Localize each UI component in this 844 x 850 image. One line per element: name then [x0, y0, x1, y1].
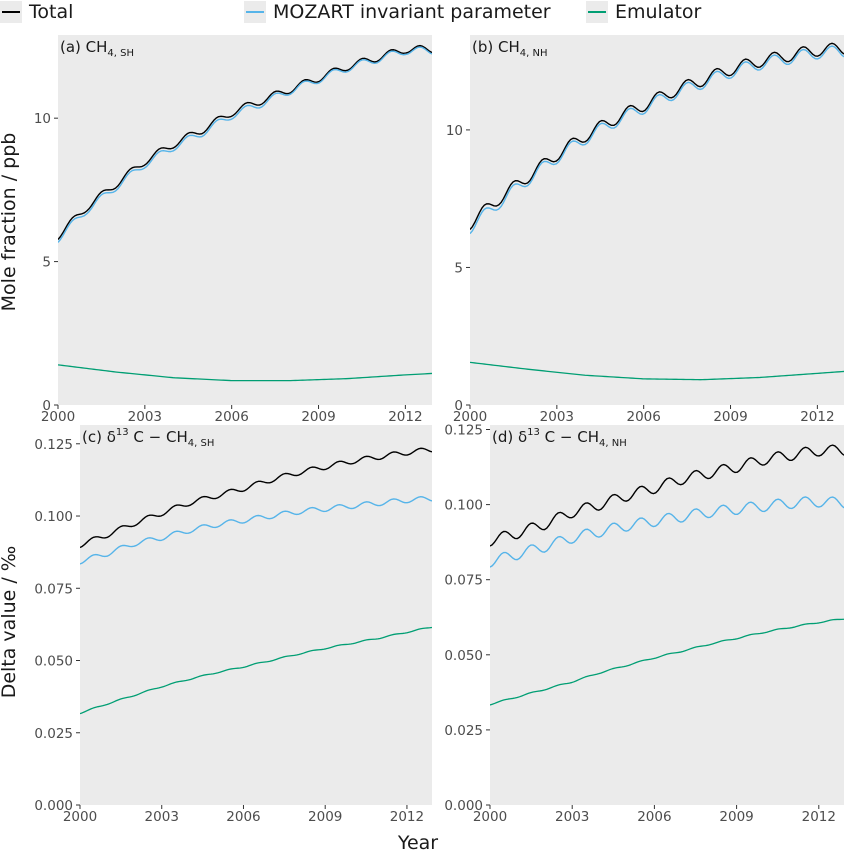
x-tick-label: 2003	[555, 809, 589, 825]
legend-label: MOZART invariant parameter	[273, 1, 551, 23]
series-line-mozart-invariant-parameter	[490, 496, 844, 568]
y-tick-label: 5	[42, 255, 51, 271]
y-tick-label: 5	[454, 260, 463, 276]
series-line-total	[58, 44, 432, 240]
series-line-emulator	[80, 626, 432, 715]
x-tick-label: 2009	[301, 409, 335, 425]
series-line-emulator	[490, 618, 844, 706]
y-tick-label: 0.100	[444, 498, 483, 514]
panel-a: 0 5 10 2000 2003 2006 2009 2012 (a) CH4, SH	[34, 35, 432, 425]
panel-title: (c) δ13 C − CH4, SH	[82, 427, 214, 449]
x-tick-label: 2003	[540, 409, 574, 425]
panel-b: 0 5 10 2000 2003 2006 2009 2012 (b) CH4, NH	[446, 35, 844, 425]
series-line-mozart-invariant-parameter	[470, 45, 844, 235]
y-tick-label: 0.025	[444, 723, 483, 739]
series-line-mozart-invariant-parameter	[80, 496, 432, 565]
x-tick-label: 2000	[41, 409, 75, 425]
panel-background	[470, 35, 844, 405]
y-tick-label: 0	[454, 398, 463, 414]
y-axis-title-mole-fraction: Mole fraction / ppb	[0, 133, 20, 312]
legend-label: Total	[29, 1, 74, 23]
x-tick-label: 2006	[627, 409, 661, 425]
y-tick-label: 10	[446, 123, 463, 139]
x-tick-label: 2000	[63, 809, 97, 825]
x-tick-label: 2012	[802, 809, 836, 825]
y-tick-label: 0.125	[34, 437, 73, 453]
series-group	[80, 447, 432, 715]
x-tick-label: 2000	[453, 409, 487, 425]
y-tick-label: 0	[42, 398, 51, 414]
x-tick-label: 2009	[308, 809, 342, 825]
series-line-total	[490, 444, 844, 547]
panel-title: (d) δ13 C − CH4, NH	[492, 427, 627, 449]
series-group	[58, 44, 432, 382]
series-group	[470, 42, 844, 381]
legend-item-emulator: Emulator	[586, 0, 701, 24]
y-tick-label: 0.025	[34, 726, 73, 742]
y-tick-label: 0.050	[444, 648, 483, 664]
x-tick-label: 2006	[637, 809, 671, 825]
y-tick-label: 0.000	[444, 798, 483, 814]
legend-item-mozart: MOZART invariant parameter	[244, 0, 551, 24]
panel-c: 0.000 0.025 0.050 0.075 0.100 0.125 2000 2003 20…	[34, 425, 432, 825]
y-tick-label: 0.050	[34, 654, 73, 670]
panel-title: (a) CH4, SH	[60, 38, 134, 59]
x-tick-label: 2006	[226, 809, 260, 825]
legend-item-total: Total	[0, 0, 73, 24]
series-line-total	[80, 447, 432, 549]
series-line-total	[470, 42, 844, 230]
panel-background	[80, 425, 432, 805]
legend-key-total	[0, 1, 22, 23]
x-tick-label: 2012	[390, 809, 424, 825]
panel-background	[58, 35, 432, 405]
x-tick-label: 2003	[128, 409, 162, 425]
x-tick-label: 2003	[145, 809, 179, 825]
x-tick-label: 2009	[719, 809, 753, 825]
legend-label: Emulator	[615, 1, 702, 23]
y-tick-label: 0.100	[34, 509, 73, 525]
legend-key-emulator	[586, 1, 608, 23]
y-axis-title-delta: Delta value / ‰	[0, 546, 20, 699]
panel-background	[490, 425, 844, 805]
x-axis-title: Year	[397, 832, 438, 850]
legend: Total MOZART invariant parameter Emulato…	[0, 0, 844, 26]
x-tick-label: 2006	[215, 409, 249, 425]
y-tick-label: 0.075	[444, 573, 483, 589]
x-tick-label: 2012	[800, 409, 834, 425]
series-line-emulator	[470, 361, 844, 381]
x-tick-label: 2012	[388, 409, 422, 425]
y-tick-label: 0.125	[444, 423, 483, 439]
panel-d: 0.000 0.025 0.050 0.075 0.100 0.125 2000 2003 20…	[444, 423, 844, 825]
legend-key-mozart	[244, 1, 266, 23]
x-tick-label: 2000	[473, 809, 507, 825]
y-tick-label: 0.000	[34, 798, 73, 814]
panel-title: (b) CH4, NH	[472, 38, 547, 59]
series-line-mozart-invariant-parameter	[58, 46, 432, 243]
y-tick-label: 0.075	[34, 581, 73, 597]
panels: 0 5 10 2000 2003 2006 2009 2012 (a) CH4, SH 0 5 10 2…	[34, 35, 844, 825]
series-line-emulator	[58, 364, 432, 382]
y-tick-label: 10	[34, 111, 51, 127]
x-tick-label: 2009	[713, 409, 747, 425]
series-group	[490, 444, 844, 706]
